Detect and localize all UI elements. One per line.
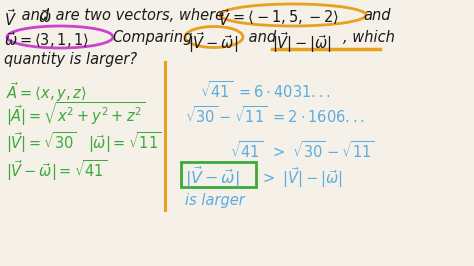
Text: , which: , which (343, 30, 395, 45)
Text: $\vec{A} = \langle x, y, z \rangle$: $\vec{A} = \langle x, y, z \rangle$ (6, 80, 87, 104)
Text: $\vec{\omega} = \langle 3, 1, 1 \rangle$: $\vec{\omega} = \langle 3, 1, 1 \rangle$ (4, 30, 89, 50)
Text: $|\vec{V} - \vec{\omega}|$: $|\vec{V} - \vec{\omega}|$ (185, 165, 240, 190)
Text: $|\vec{V}| = \sqrt{30}$: $|\vec{V}| = \sqrt{30}$ (6, 130, 77, 155)
Text: $\vec{V}$: $\vec{V}$ (4, 8, 17, 29)
Text: are two vectors, where: are two vectors, where (51, 8, 224, 23)
Text: $|\vec{\omega}| = \sqrt{11}$: $|\vec{\omega}| = \sqrt{11}$ (88, 130, 161, 155)
Text: $|\vec{V} - \vec{\omega}|$: $|\vec{V} - \vec{\omega}|$ (188, 30, 238, 55)
Text: quantity is larger?: quantity is larger? (4, 52, 137, 67)
Text: is larger: is larger (185, 193, 245, 208)
Text: $\sqrt{41}$: $\sqrt{41}$ (230, 140, 263, 161)
Text: $= \langle -1, 5, -2 \rangle$: $= \langle -1, 5, -2 \rangle$ (230, 8, 339, 26)
Text: $\sqrt{41}\ = 6 \cdot 4031...$: $\sqrt{41}\ = 6 \cdot 4031...$ (200, 80, 331, 101)
Text: $|\vec{A}| = \sqrt{x^2 + y^2 + z^2}$: $|\vec{A}| = \sqrt{x^2 + y^2 + z^2}$ (6, 100, 145, 128)
Text: $>\ \sqrt{30} - \sqrt{11}$: $>\ \sqrt{30} - \sqrt{11}$ (270, 140, 375, 161)
Text: $\sqrt{30} - \sqrt{11}\ = 2 \cdot 1606...$: $\sqrt{30} - \sqrt{11}\ = 2 \cdot 1606..… (185, 105, 365, 126)
Text: $\vec{V}$: $\vec{V}$ (218, 8, 231, 29)
Text: and: and (363, 8, 391, 23)
Text: $|\vec{V}| - |\vec{\omega}|$: $|\vec{V}| - |\vec{\omega}|$ (272, 30, 332, 55)
Text: $\vec{\omega}$: $\vec{\omega}$ (38, 8, 52, 26)
Text: $|\vec{V} - \vec{\omega}| = \sqrt{41}$: $|\vec{V} - \vec{\omega}| = \sqrt{41}$ (6, 158, 107, 183)
Text: Comparing: Comparing (112, 30, 192, 45)
Text: and: and (244, 30, 281, 45)
Text: and: and (17, 8, 54, 23)
Text: $>\ |\vec{V}| - |\vec{\omega}|$: $>\ |\vec{V}| - |\vec{\omega}|$ (260, 165, 343, 190)
